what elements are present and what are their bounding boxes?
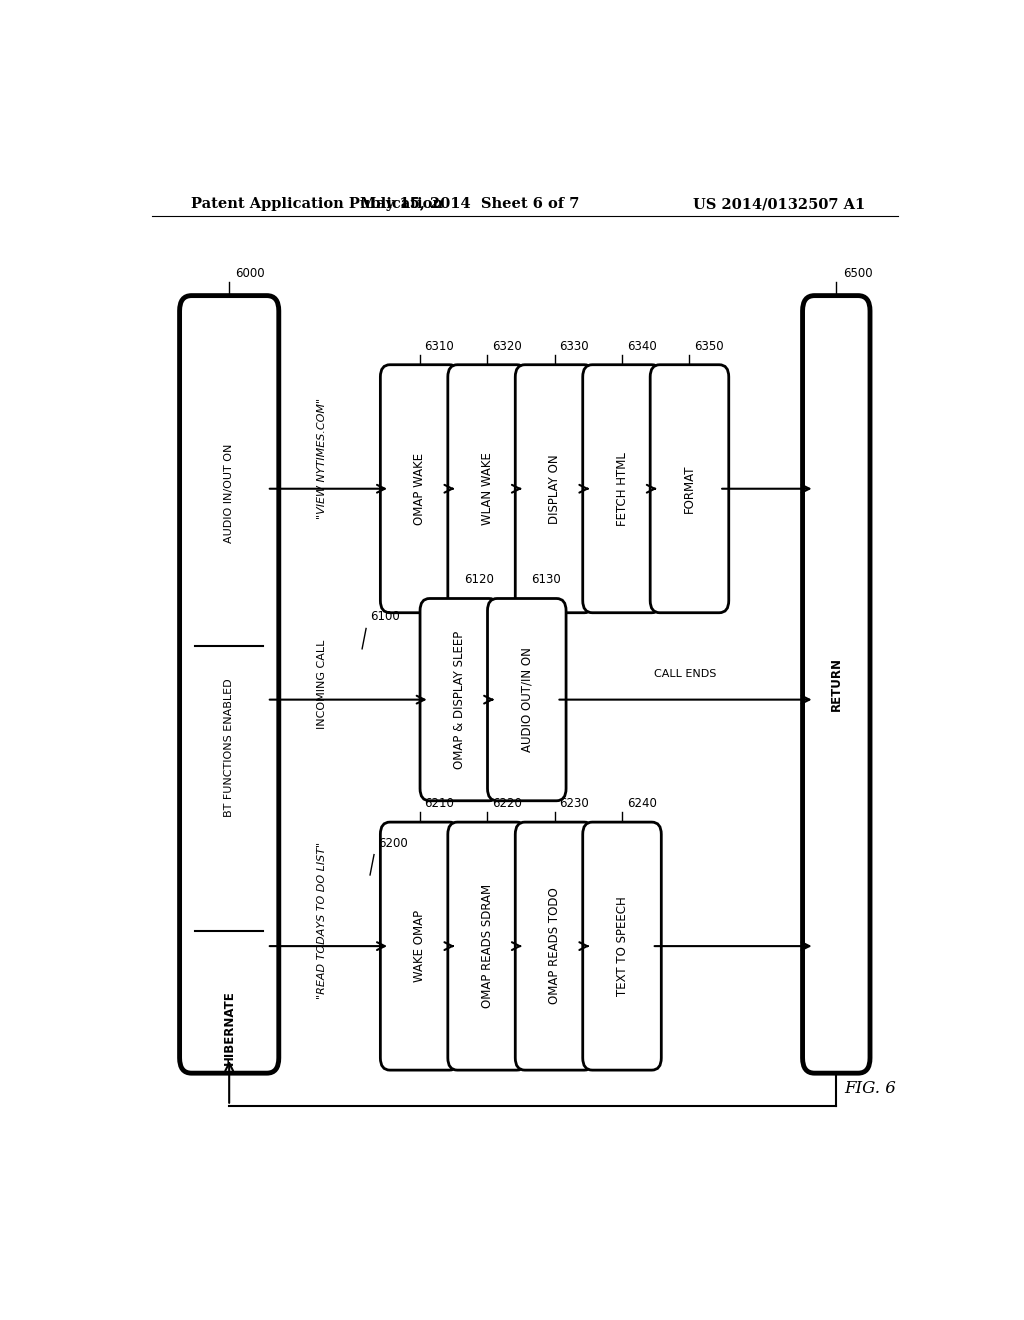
Text: 6100: 6100 <box>370 610 399 623</box>
Text: 6340: 6340 <box>627 339 656 352</box>
Text: "READ TODAYS TO DO LIST": "READ TODAYS TO DO LIST" <box>317 842 328 999</box>
Text: 6350: 6350 <box>694 339 724 352</box>
Text: OMAP READS SDRAM: OMAP READS SDRAM <box>480 884 494 1008</box>
Text: INCOMING CALL: INCOMING CALL <box>317 640 328 729</box>
Text: TEXT TO SPEECH: TEXT TO SPEECH <box>615 896 629 997</box>
FancyBboxPatch shape <box>179 296 279 1073</box>
Text: 6330: 6330 <box>559 339 589 352</box>
Text: 6320: 6320 <box>492 339 521 352</box>
Text: RETURN: RETURN <box>829 657 843 711</box>
Text: 6230: 6230 <box>559 797 589 810</box>
Text: DISPLAY ON: DISPLAY ON <box>548 454 561 524</box>
FancyBboxPatch shape <box>447 822 526 1071</box>
Text: 6120: 6120 <box>464 573 494 586</box>
FancyBboxPatch shape <box>420 598 499 801</box>
Text: Patent Application Publication: Patent Application Publication <box>191 197 443 211</box>
FancyBboxPatch shape <box>650 364 729 612</box>
Text: 6310: 6310 <box>424 339 455 352</box>
Text: 6210: 6210 <box>424 797 455 810</box>
Text: US 2014/0132507 A1: US 2014/0132507 A1 <box>692 197 865 211</box>
Text: HIBERNATE: HIBERNATE <box>222 990 236 1065</box>
Text: OMAP & DISPLAY SLEEP: OMAP & DISPLAY SLEEP <box>453 631 466 768</box>
Text: 6200: 6200 <box>378 837 408 850</box>
FancyBboxPatch shape <box>487 598 566 801</box>
Text: 6130: 6130 <box>531 573 561 586</box>
Text: AUDIO IN/OUT ON: AUDIO IN/OUT ON <box>224 444 234 544</box>
Text: WLAN WAKE: WLAN WAKE <box>480 453 494 525</box>
FancyBboxPatch shape <box>447 364 526 612</box>
Text: 6500: 6500 <box>843 268 872 280</box>
Text: FETCH HTML: FETCH HTML <box>615 451 629 525</box>
Text: 6220: 6220 <box>492 797 522 810</box>
FancyBboxPatch shape <box>583 364 662 612</box>
Text: May 15, 2014  Sheet 6 of 7: May 15, 2014 Sheet 6 of 7 <box>359 197 579 211</box>
Text: FORMAT: FORMAT <box>683 465 696 513</box>
Text: "VIEW NYTIMES.COM": "VIEW NYTIMES.COM" <box>317 397 328 519</box>
FancyBboxPatch shape <box>515 822 594 1071</box>
Text: 6000: 6000 <box>236 268 265 280</box>
FancyBboxPatch shape <box>803 296 870 1073</box>
Text: OMAP WAKE: OMAP WAKE <box>413 453 426 525</box>
Text: CALL ENDS: CALL ENDS <box>654 669 717 680</box>
Text: BT FUNCTIONS ENABLED: BT FUNCTIONS ENABLED <box>224 678 234 817</box>
Text: OMAP READS TODO: OMAP READS TODO <box>548 888 561 1005</box>
FancyBboxPatch shape <box>515 364 594 612</box>
FancyBboxPatch shape <box>380 364 459 612</box>
Text: WAKE OMAP: WAKE OMAP <box>413 909 426 982</box>
Text: AUDIO OUT/IN ON: AUDIO OUT/IN ON <box>520 647 534 752</box>
FancyBboxPatch shape <box>583 822 662 1071</box>
Text: 6240: 6240 <box>627 797 656 810</box>
Text: FIG. 6: FIG. 6 <box>844 1080 896 1097</box>
FancyBboxPatch shape <box>380 822 459 1071</box>
